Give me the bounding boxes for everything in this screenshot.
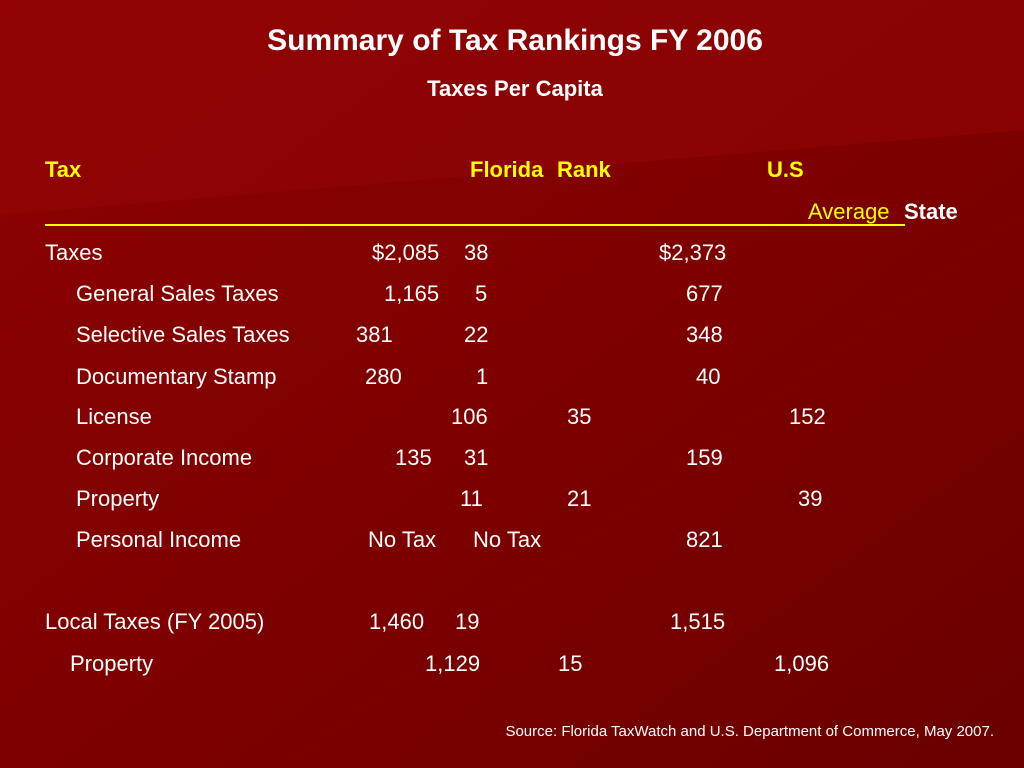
row-label: Personal Income <box>76 527 242 552</box>
row-label: Property <box>76 486 160 511</box>
row-us-value: 1,515 <box>670 609 726 634</box>
row-label: Selective Sales Taxes <box>76 322 290 347</box>
slide-title: Summary of Tax Rankings FY 2006 <box>267 24 763 57</box>
row-us-value: 677 <box>686 281 723 306</box>
row-us-value: 39 <box>798 486 823 511</box>
row-us-value: 348 <box>686 322 723 347</box>
row-label: Corporate Income <box>76 445 253 470</box>
row-florida-value: 381 <box>356 322 393 347</box>
row-florida-value: 1,460 <box>369 609 425 634</box>
row-us-value: 152 <box>789 404 826 429</box>
header-rank: Rank <box>557 157 611 182</box>
row-label: Taxes <box>45 240 103 265</box>
row-florida-value: 135 <box>395 445 432 470</box>
row-label: License <box>76 404 152 429</box>
row-florida-value: 1,165 <box>384 281 440 306</box>
header-state: State <box>904 199 958 224</box>
row-us-value: 1,096 <box>774 651 830 676</box>
row-label: Local Taxes (FY 2005) <box>45 609 265 634</box>
header-underline <box>45 224 905 226</box>
slide-subtitle: Taxes Per Capita <box>427 76 603 101</box>
row-florida-value: 1,129 <box>425 651 481 676</box>
row-rank-value: 19 <box>455 609 480 634</box>
row-rank-value: 21 <box>567 486 592 511</box>
row-us-value: 821 <box>686 527 723 552</box>
row-rank-value: 35 <box>567 404 592 429</box>
row-rank-value: 1 <box>476 364 489 389</box>
header-florida: Florida <box>470 157 544 182</box>
row-rank-value: 22 <box>464 322 489 347</box>
row-rank-value: 31 <box>464 445 489 470</box>
row-florida-value: $2,085 <box>372 240 440 265</box>
row-us-value: $2,373 <box>659 240 727 265</box>
header-tax: Tax <box>45 157 82 182</box>
row-florida-value: 106 <box>451 404 488 429</box>
header-us: U.S <box>767 157 804 182</box>
row-rank-value: 15 <box>558 651 583 676</box>
row-rank-value: 5 <box>475 281 488 306</box>
row-florida-value: 11 <box>460 486 483 511</box>
row-rank-value: No Tax <box>473 527 542 552</box>
row-label: General Sales Taxes <box>76 281 279 306</box>
row-label: Documentary Stamp <box>76 364 277 389</box>
row-label: Property <box>70 651 154 676</box>
row-florida-value: 280 <box>365 364 402 389</box>
source-note: Source: Florida TaxWatch and U.S. Depart… <box>505 723 994 740</box>
row-us-value: 40 <box>696 364 721 389</box>
row-florida-value: No Tax <box>368 527 437 552</box>
row-rank-value: 38 <box>464 240 489 265</box>
row-us-value: 159 <box>686 445 723 470</box>
header-average: Average <box>808 199 890 224</box>
